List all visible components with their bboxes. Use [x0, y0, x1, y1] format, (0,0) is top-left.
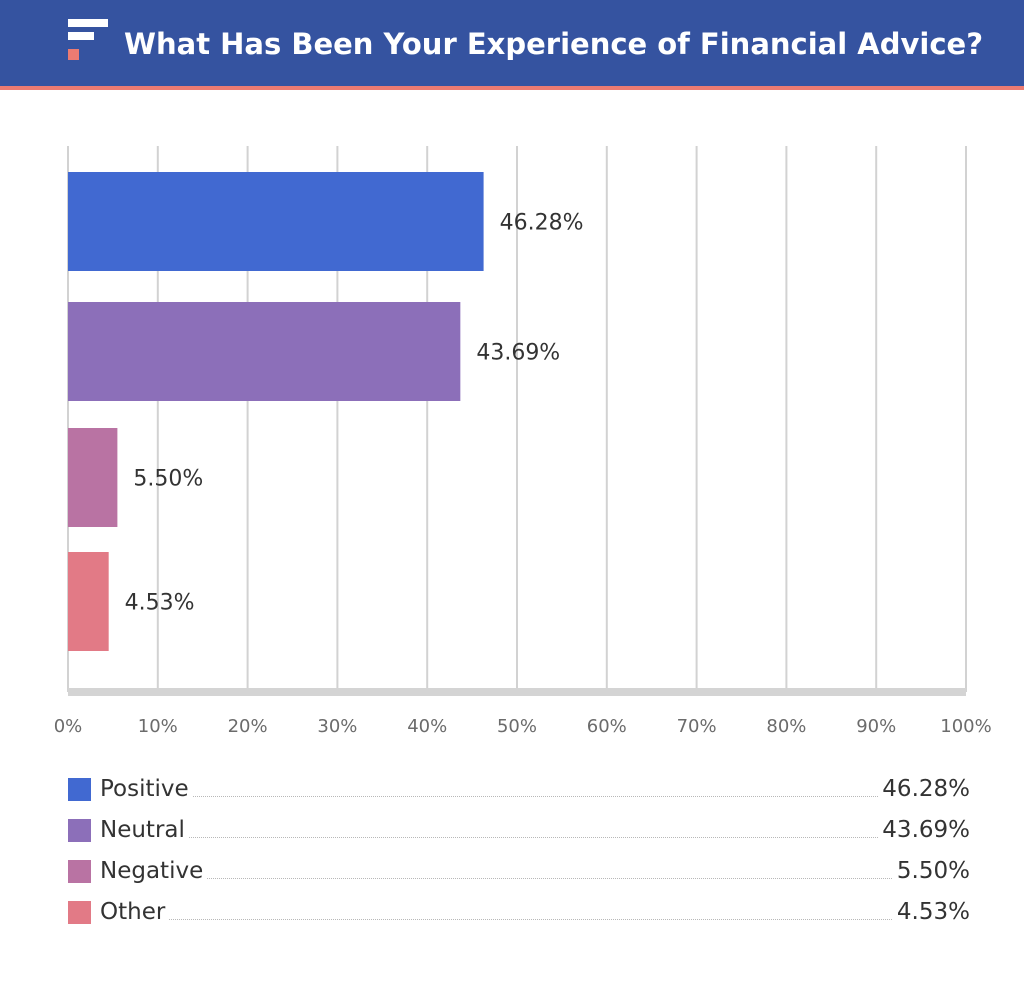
- x-axis-line: [68, 688, 966, 696]
- legend-swatch: [68, 860, 91, 883]
- bar-chart: 0% 10% 20% 30% 40% 50% 60% 70% 80% 90% 100% 46.28% 4…: [54, 146, 992, 737]
- legend-item-other: Other 4.53%: [68, 895, 970, 936]
- legend-value: 43.69%: [878, 813, 970, 847]
- legend-label: Negative: [100, 854, 208, 888]
- x-tick-label: 70%: [677, 716, 717, 737]
- x-tick-label: 20%: [228, 716, 268, 737]
- legend-dot-leader: [100, 919, 970, 920]
- bar-positive: [68, 172, 484, 271]
- legend-value: 46.28%: [878, 772, 970, 806]
- legend-value: 5.50%: [892, 854, 970, 888]
- legend-value: 4.53%: [892, 895, 970, 929]
- bar-negative: [68, 428, 118, 527]
- data-label-other: 4.53%: [125, 591, 195, 616]
- legend-item-neutral: Neutral 43.69%: [68, 813, 970, 854]
- header-bar: [0, 0, 1024, 86]
- legend-dot-leader: [100, 796, 970, 797]
- data-label-negative: 5.50%: [133, 467, 203, 492]
- x-tick-label: 10%: [138, 716, 178, 737]
- x-tick-label: 100%: [940, 716, 991, 737]
- header-accent-rule: [0, 86, 1024, 90]
- legend-label: Positive: [100, 772, 193, 806]
- x-tick-label: 60%: [587, 716, 627, 737]
- legend-label: Neutral: [100, 813, 189, 847]
- chart-legend: Positive 46.28% Neutral 43.69% Negative 5.50%…: [68, 772, 970, 936]
- data-label-neutral: 43.69%: [476, 341, 560, 366]
- data-label-positive: 46.28%: [500, 211, 584, 236]
- bar-neutral: [68, 302, 461, 401]
- legend-item-negative: Negative 5.50%: [68, 854, 970, 895]
- legend-swatch: [68, 901, 91, 924]
- x-tick-label: 80%: [766, 716, 806, 737]
- legend-label: Other: [100, 895, 170, 929]
- bar-other: [68, 552, 109, 651]
- x-tick-label: 0%: [54, 716, 83, 737]
- legend-item-positive: Positive 46.28%: [68, 772, 970, 813]
- legend-dot-leader: [100, 878, 970, 879]
- x-tick-label: 50%: [497, 716, 537, 737]
- x-tick-label: 90%: [856, 716, 896, 737]
- legend-dot-leader: [100, 837, 970, 838]
- page-title: What Has Been Your Experience of Financi…: [124, 27, 984, 61]
- legend-swatch: [68, 778, 91, 801]
- legend-swatch: [68, 819, 91, 842]
- x-tick-label: 30%: [317, 716, 357, 737]
- brand-logo-icon: [68, 19, 108, 60]
- x-tick-label: 40%: [407, 716, 447, 737]
